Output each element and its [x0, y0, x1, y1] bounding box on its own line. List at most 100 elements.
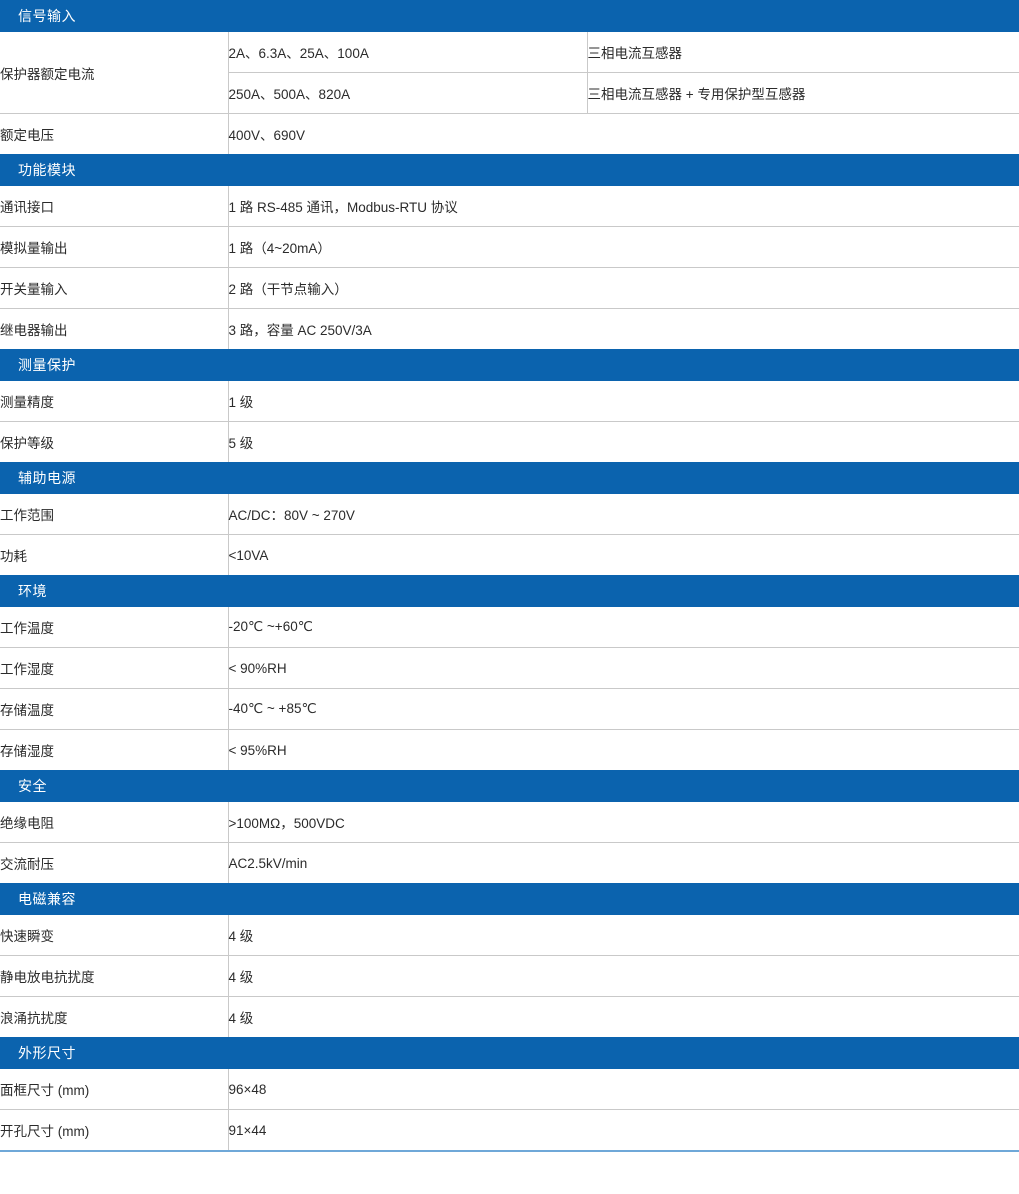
section-header-row: 信号输入	[0, 0, 1019, 32]
row-value: -20℃ ~+60℃	[228, 619, 313, 634]
row-value-cell: < 90%RH	[228, 647, 1019, 689]
row-value: >100MΩ，500VDC	[228, 816, 345, 831]
row-label-cell: 绝缘电阻	[0, 802, 229, 843]
row-label-cell: 额定电压	[0, 113, 229, 154]
row-label-cell: 通讯接口	[0, 186, 229, 227]
table-row: 额定电压 400V、690V	[0, 113, 1019, 155]
row-value-cell: 91×44	[228, 1110, 1019, 1151]
row-value-cell: 三相电流互感器 + 专用保护型互感器	[587, 72, 1019, 114]
row-value: 91×44	[228, 1122, 267, 1138]
section-title: 电磁兼容	[18, 891, 76, 907]
row-value: AC2.5kV/min	[228, 855, 308, 871]
row-value: 4 级	[228, 929, 254, 944]
row-label-cell: 功耗	[0, 534, 229, 575]
row-label-cell: 开孔尺寸 (mm)	[0, 1109, 229, 1150]
table-row: 保护器额定电流 2A、6.3A、25A、100A 三相电流互感器	[0, 32, 1019, 114]
row-label: 保护器额定电流	[0, 66, 95, 82]
section-header-cell: 辅助电源	[0, 462, 1019, 494]
row-label-cell: 测量精度	[0, 381, 229, 422]
row-value-cell: 1 级	[228, 381, 1019, 422]
section-header-row: 安全	[0, 770, 1019, 802]
row-value: 三相电流互感器 + 专用保护型互感器	[587, 87, 806, 102]
section-header-row: 测量保护	[0, 349, 1019, 381]
row-value-cell: 1 路 RS-485 通讯，Modbus-RTU 协议	[228, 186, 1019, 227]
section-header-row: 电磁兼容	[0, 883, 1019, 915]
specification-table: 信号输入保护器额定电流 2A、6.3A、25A、100A 三相电流互感器 250A、5…	[0, 0, 1019, 1150]
section-title: 测量保护	[18, 357, 76, 373]
table-row: 开孔尺寸 (mm) 91×44	[0, 1109, 1019, 1151]
section-header-row: 辅助电源	[0, 462, 1019, 494]
table-row: 交流耐压 AC2.5kV/min	[0, 842, 1019, 884]
specification-table-body: 信号输入保护器额定电流 2A、6.3A、25A、100A 三相电流互感器 250A、5…	[0, 0, 1019, 1150]
row-label-cell: 继电器输出	[0, 308, 229, 349]
row-value-cell: 250A、500A、820A	[228, 72, 588, 114]
table-row: 通讯接口 1 路 RS-485 通讯，Modbus-RTU 协议	[0, 186, 1019, 227]
table-row: 功耗 <10VA	[0, 534, 1019, 576]
section-title: 安全	[18, 778, 47, 794]
row-value-cell: 1 路（4~20mA）	[228, 226, 1019, 268]
row-label-cell: 面框尺寸 (mm)	[0, 1069, 229, 1110]
section-header-row: 环境	[0, 575, 1019, 607]
row-value: < 95%RH	[228, 742, 287, 758]
section-header-cell: 安全	[0, 770, 1019, 802]
section-header-cell: 信号输入	[0, 0, 1019, 32]
row-label: 保护等级	[0, 436, 54, 451]
row-label: 工作温度	[0, 621, 54, 636]
section-header-row: 外形尺寸	[0, 1037, 1019, 1069]
section-title: 辅助电源	[18, 470, 76, 486]
table-row: 测量精度 1 级	[0, 381, 1019, 422]
row-label: 模拟量输出	[0, 241, 68, 256]
row-value: 96×48	[228, 1081, 267, 1097]
table-row: 工作湿度 < 90%RH	[0, 647, 1019, 689]
table-row: 继电器输出 3 路，容量 AC 250V/3A	[0, 308, 1019, 350]
row-label-cell: 工作范围	[0, 494, 229, 535]
row-value-cell: 2 路（干节点输入）	[228, 267, 1019, 309]
table-row: 存储湿度 < 95%RH	[0, 729, 1019, 771]
row-label-cell: 保护等级	[0, 421, 229, 462]
table-row: 快速瞬变 4 级	[0, 915, 1019, 956]
row-label-cell: 交流耐压	[0, 842, 229, 883]
row-value: 1 路 RS-485 通讯，Modbus-RTU 协议	[228, 200, 458, 215]
row-value: 1 级	[228, 395, 254, 410]
row-value-cell: AC2.5kV/min	[228, 843, 1019, 884]
row-value-cell: 4 级	[228, 955, 1019, 997]
bottom-rule	[0, 1150, 1019, 1152]
table-row: 工作温度 -20℃ ~+60℃	[0, 607, 1019, 648]
row-label: 快速瞬变	[0, 929, 54, 944]
table-row: 工作范围 AC/DC：80V ~ 270V	[0, 494, 1019, 535]
row-label: 开孔尺寸 (mm)	[0, 1124, 90, 1139]
row-label-cell: 模拟量输出	[0, 226, 229, 268]
section-header-cell: 外形尺寸	[0, 1037, 1019, 1069]
row-value: 2A、6.3A、25A、100A	[228, 46, 369, 61]
row-value-cell: <10VA	[228, 535, 1019, 576]
row-value-cell: 400V、690V	[228, 114, 1019, 155]
row-label: 通讯接口	[0, 200, 54, 215]
row-value: -40℃ ~ +85℃	[228, 701, 317, 716]
row-label: 绝缘电阻	[0, 816, 54, 831]
row-label-cell: 工作湿度	[0, 647, 229, 689]
row-value-cell: 5 级	[228, 422, 1019, 463]
row-value-cell: 2A、6.3A、25A、100A	[228, 32, 588, 73]
table-row: 面框尺寸 (mm) 96×48	[0, 1069, 1019, 1110]
row-label: 存储湿度	[0, 744, 54, 759]
row-value-cell: >100MΩ，500VDC	[228, 802, 1019, 843]
row-value: 三相电流互感器	[587, 46, 683, 61]
row-value-cell: -40℃ ~ +85℃	[228, 688, 1019, 730]
row-label-cell: 保护器额定电流	[0, 32, 229, 114]
table-row: 绝缘电阻 >100MΩ，500VDC	[0, 802, 1019, 843]
row-label-cell: 开关量输入	[0, 267, 229, 309]
row-value-cell: < 95%RH	[228, 730, 1019, 771]
row-value-cell: 96×48	[228, 1069, 1019, 1110]
section-title: 功能模块	[18, 162, 76, 178]
table-row: 250A、500A、820A 三相电流互感器 + 专用保护型互感器	[0, 72, 1019, 114]
row-label-cell: 工作温度	[0, 607, 229, 648]
section-header-cell: 环境	[0, 575, 1019, 607]
row-value: AC/DC：80V ~ 270V	[228, 508, 355, 523]
section-header-row: 功能模块	[0, 154, 1019, 186]
table-row: 保护等级 5 级	[0, 421, 1019, 463]
row-label: 交流耐压	[0, 857, 54, 872]
row-label: 浪涌抗扰度	[0, 1011, 68, 1026]
row-value-cell: 3 路，容量 AC 250V/3A	[228, 309, 1019, 350]
row-value: 250A、500A、820A	[228, 87, 351, 102]
row-value: 4 级	[228, 1011, 254, 1026]
